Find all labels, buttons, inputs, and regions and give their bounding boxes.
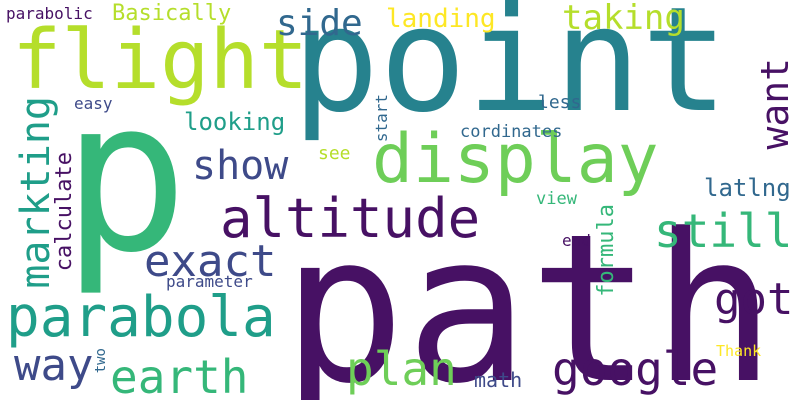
- word-parameter: parameter: [166, 272, 253, 291]
- word-markting: markting: [13, 96, 59, 289]
- word-parabola: parabola: [6, 285, 276, 350]
- word-taking: taking: [562, 0, 685, 38]
- word-basically: Basically: [112, 1, 232, 26]
- word-looking: looking: [184, 108, 286, 136]
- word-formula: formula: [594, 204, 619, 297]
- word-display: display: [372, 120, 659, 199]
- word-want: want: [753, 58, 797, 150]
- word-exact: exact: [144, 236, 277, 287]
- word-google: google: [552, 342, 719, 396]
- word-plan: plan: [346, 342, 457, 396]
- word-cordinates: cordinates: [460, 122, 563, 142]
- word-math: math: [474, 368, 523, 392]
- word-path: path: [282, 191, 776, 400]
- word-got: got: [714, 274, 794, 325]
- word-less: less: [538, 92, 582, 113]
- word-still: still: [654, 204, 793, 258]
- word-latlng: latlng: [704, 174, 791, 202]
- word-point: point: [292, 0, 729, 145]
- word-see: see: [318, 143, 351, 164]
- word-parabolic: parabolic: [6, 4, 93, 23]
- word-way: way: [14, 340, 94, 391]
- word-view: view: [536, 189, 577, 209]
- word-easy: easy: [74, 94, 113, 113]
- word-landing: landing: [386, 4, 496, 34]
- word-calculate: calculate: [52, 152, 77, 272]
- word-end: end: [562, 231, 591, 250]
- word-flight: flight: [12, 13, 309, 108]
- word-p: p: [62, 54, 189, 299]
- word-start: start: [372, 94, 391, 143]
- word-show: show: [192, 143, 289, 189]
- word-thank: Thank: [716, 342, 762, 360]
- word-altitude: altitude: [220, 187, 481, 250]
- word-side: side: [276, 3, 363, 44]
- word-two: two: [93, 348, 109, 374]
- word-earth: earth: [110, 350, 249, 400]
